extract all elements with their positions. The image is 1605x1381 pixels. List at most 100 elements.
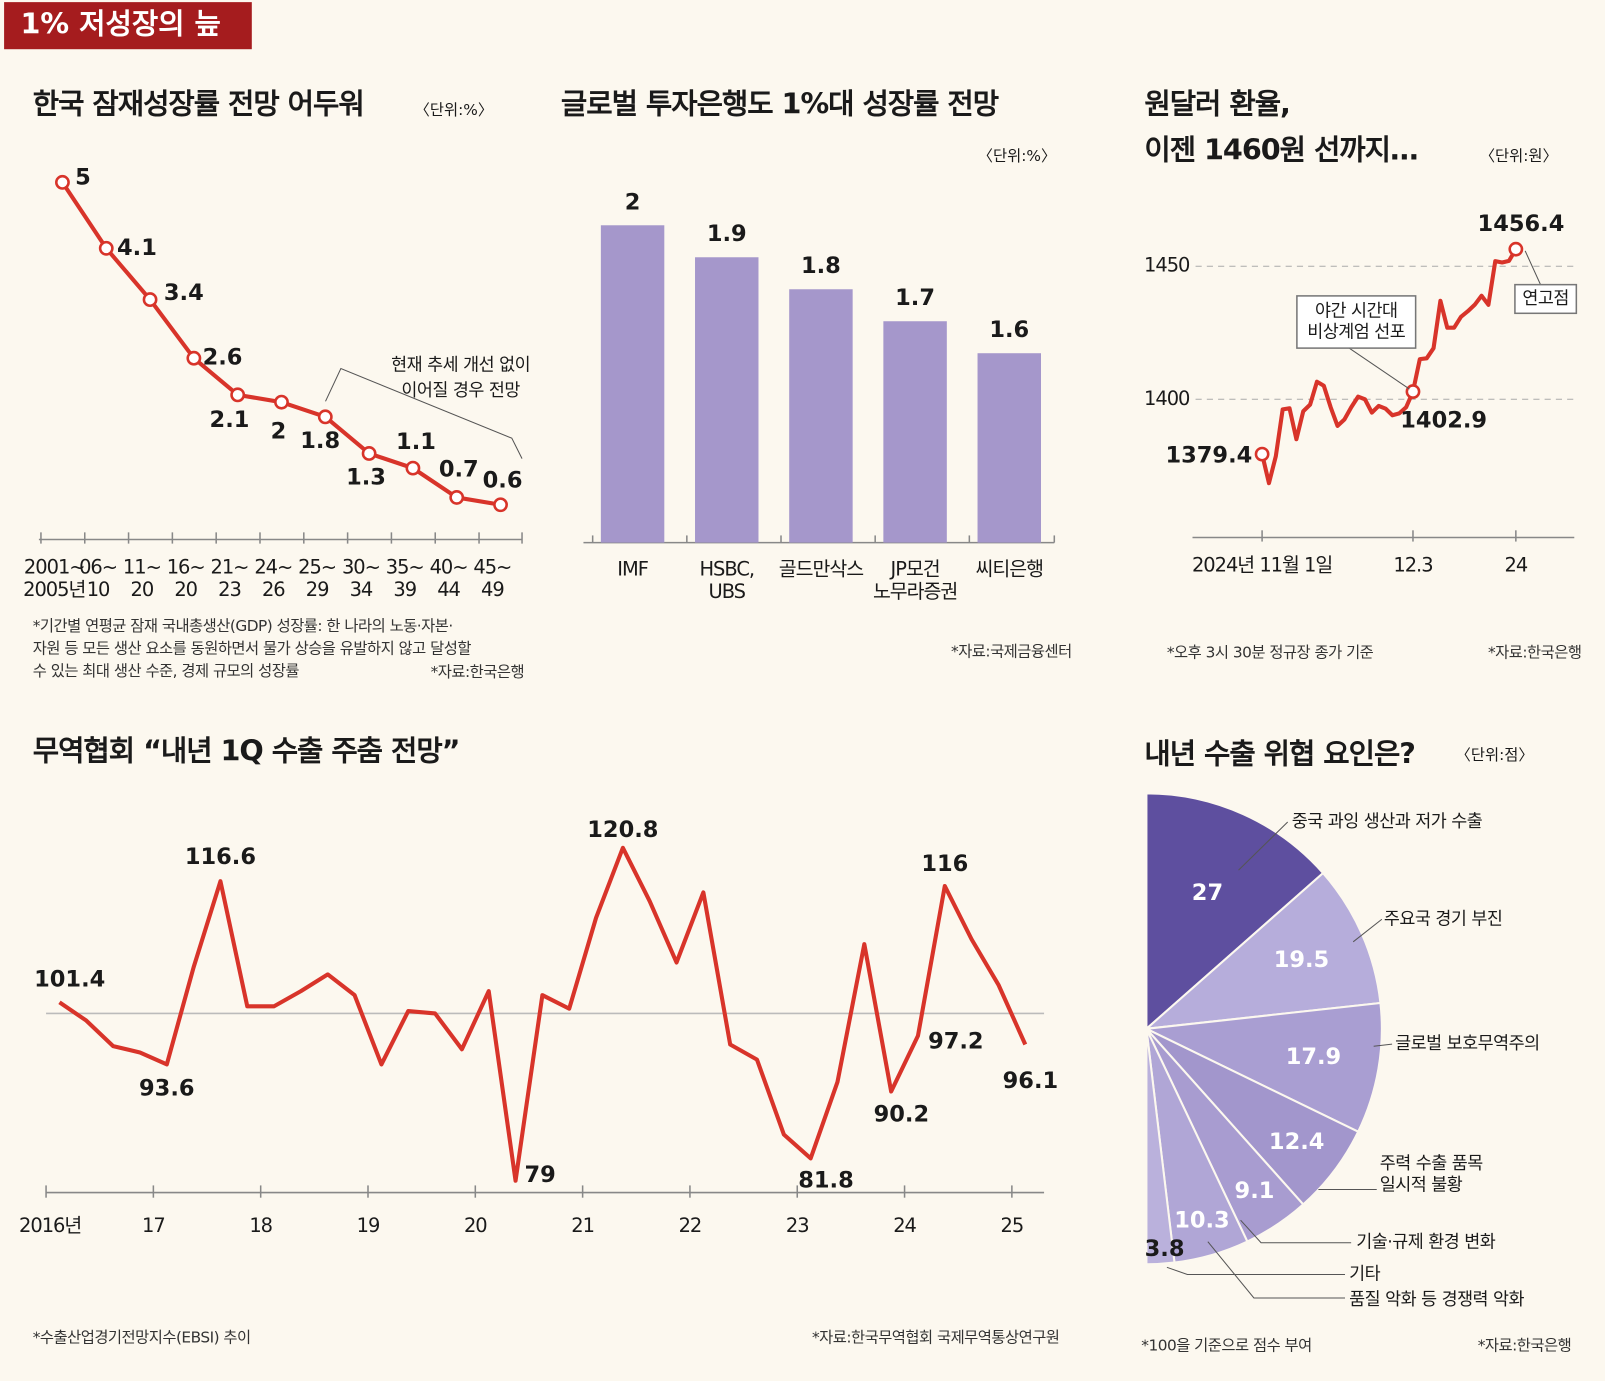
x-tick-label: 12.3 <box>1393 554 1432 577</box>
x-tick-label: 21 <box>571 1214 594 1237</box>
x-tick-label: 골드만삭스 <box>779 558 863 581</box>
footnote: *수출산업경기전망지수(EBSI) 추이 <box>33 1328 251 1346</box>
data-line <box>1260 248 1518 486</box>
data-point <box>1508 241 1524 257</box>
x-tick-label: 씨티은행 <box>976 558 1043 581</box>
x-tick-label: 10 <box>87 578 110 601</box>
data-label: 1.3 <box>346 465 386 491</box>
data-label: 2.1 <box>210 407 250 433</box>
x-tick-label: 35~ <box>386 556 424 579</box>
annotation: 연고점 <box>1522 289 1568 309</box>
x-tick-label: 노무라증권 <box>873 580 957 603</box>
x-tick-label: 06~ <box>79 556 117 579</box>
data-label: 5 <box>75 165 91 191</box>
bar <box>977 353 1041 543</box>
category-label: 일시적 불황 <box>1380 1175 1463 1195</box>
x-tick-label: 49 <box>481 578 504 601</box>
x-tick-label: 24 <box>893 1214 916 1237</box>
data-point <box>361 446 377 461</box>
data-label: 0.7 <box>439 456 479 482</box>
data-label: 101.4 <box>34 966 105 992</box>
data-label: 116 <box>921 851 968 877</box>
footnote: *오후 3시 30분 정규장 종가 기준 <box>1167 644 1374 662</box>
x-tick-label: 20 <box>464 1214 487 1237</box>
data-label: 19.5 <box>1274 947 1330 973</box>
data-label: 2 <box>271 418 287 444</box>
y-tick-label: 1400 <box>1144 387 1190 410</box>
data-label: 17.9 <box>1286 1044 1342 1070</box>
chart-title: 글로벌 투자은행도 1%대 성장률 전망 <box>561 87 999 121</box>
data-point <box>1405 384 1421 399</box>
pie-slice <box>1142 1001 1383 1134</box>
category-label: 글로벌 보호무역주의 <box>1395 1034 1539 1054</box>
category-label: 중국 과잉 생산과 저가 수출 <box>1292 812 1483 832</box>
chart-title: 무역협회 “내년 1Q 수출 주춤 전망” <box>33 733 460 767</box>
annotation: 이어질 경우 전망 <box>401 381 520 401</box>
category-label: 주요국 경기 부진 <box>1384 909 1502 929</box>
x-tick-label: 39 <box>393 578 416 601</box>
x-tick-label: 2001~ <box>24 556 85 579</box>
x-tick-label: UBS <box>709 580 746 603</box>
leader-line <box>1352 918 1383 943</box>
footnote: 자원 등 모든 생산 요소를 동원하면서 물가 상승을 유발하지 않고 달성할 <box>33 640 472 658</box>
x-tick-label: 23 <box>786 1214 809 1237</box>
x-tick-label: 26 <box>262 578 285 601</box>
callout-box <box>1514 283 1578 315</box>
header-title: 1% 저성장의 늪 <box>20 7 220 41</box>
unit-label: 〈단위:원〉 <box>1480 147 1558 165</box>
data-label: 0.6 <box>483 468 523 494</box>
data-label: 3.4 <box>164 280 204 306</box>
data-label: 3.8 <box>1145 1236 1185 1262</box>
x-tick-label: 20 <box>174 578 197 601</box>
data-label: 12.4 <box>1269 1129 1325 1155</box>
x-tick-label: 18 <box>249 1214 272 1237</box>
footnote: *기간별 연평균 잠재 국내총생산(GDP) 성장률: 한 나라의 노동·자본· <box>33 617 453 635</box>
bar <box>789 289 853 543</box>
data-label: 1.8 <box>801 253 841 279</box>
data-point <box>142 292 158 308</box>
unit-label: 〈단위:%〉 <box>415 101 494 119</box>
x-tick-label: 22 <box>679 1214 702 1237</box>
x-tick-label: 11~ <box>123 556 161 579</box>
annotation: 비상계엄 선포 <box>1307 323 1405 343</box>
x-tick-label: 45~ <box>473 556 511 579</box>
y-tick-label: 1450 <box>1144 254 1190 277</box>
x-tick-label: 21~ <box>211 556 249 579</box>
x-tick-label: 19 <box>357 1214 380 1237</box>
x-tick-label: 20 <box>131 578 154 601</box>
data-point <box>55 174 70 190</box>
x-tick-label: IMF <box>617 558 648 581</box>
source: *자료:한국은행 <box>431 663 524 681</box>
source: *자료:한국무역협회 국제무역통상연구원 <box>812 1328 1059 1346</box>
chart-title: 원달러 환율, <box>1144 87 1290 121</box>
data-label: 1379.4 <box>1165 443 1252 469</box>
leader-line <box>1240 1219 1352 1244</box>
category-label: 품질 악화 등 경쟁력 악화 <box>1349 1290 1524 1310</box>
leader-line <box>1373 1043 1393 1047</box>
data-label: 27 <box>1192 880 1223 906</box>
data-label: 1.8 <box>300 428 340 454</box>
x-tick-label: 2016년 <box>19 1214 81 1237</box>
data-label: 120.8 <box>587 817 658 843</box>
category-label: 주력 수출 품목 <box>1380 1154 1483 1174</box>
source: *자료:한국은행 <box>1478 1337 1571 1355</box>
data-point <box>449 490 465 505</box>
data-label: 90.2 <box>874 1102 930 1128</box>
data-label: 116.6 <box>185 844 256 870</box>
leader-line <box>1207 1241 1346 1299</box>
source: *자료:국제금융센터 <box>951 643 1072 661</box>
data-label: 81.8 <box>798 1167 854 1193</box>
x-tick-label: HSBC, <box>699 558 754 581</box>
category-label: 기술·규제 환경 변화 <box>1356 1233 1495 1253</box>
chart-title: 한국 잠재성장률 전망 어두워 <box>33 87 364 121</box>
data-label: 1.7 <box>895 285 935 311</box>
unit-label: 〈단위:%〉 <box>978 147 1057 165</box>
x-tick-label: 24 <box>1505 554 1528 577</box>
data-label: 1402.9 <box>1400 408 1487 434</box>
data-label: 10.3 <box>1174 1208 1230 1234</box>
data-point <box>317 409 333 425</box>
header-box <box>4 2 252 50</box>
data-label: 2.6 <box>203 345 243 371</box>
data-point <box>493 497 508 513</box>
